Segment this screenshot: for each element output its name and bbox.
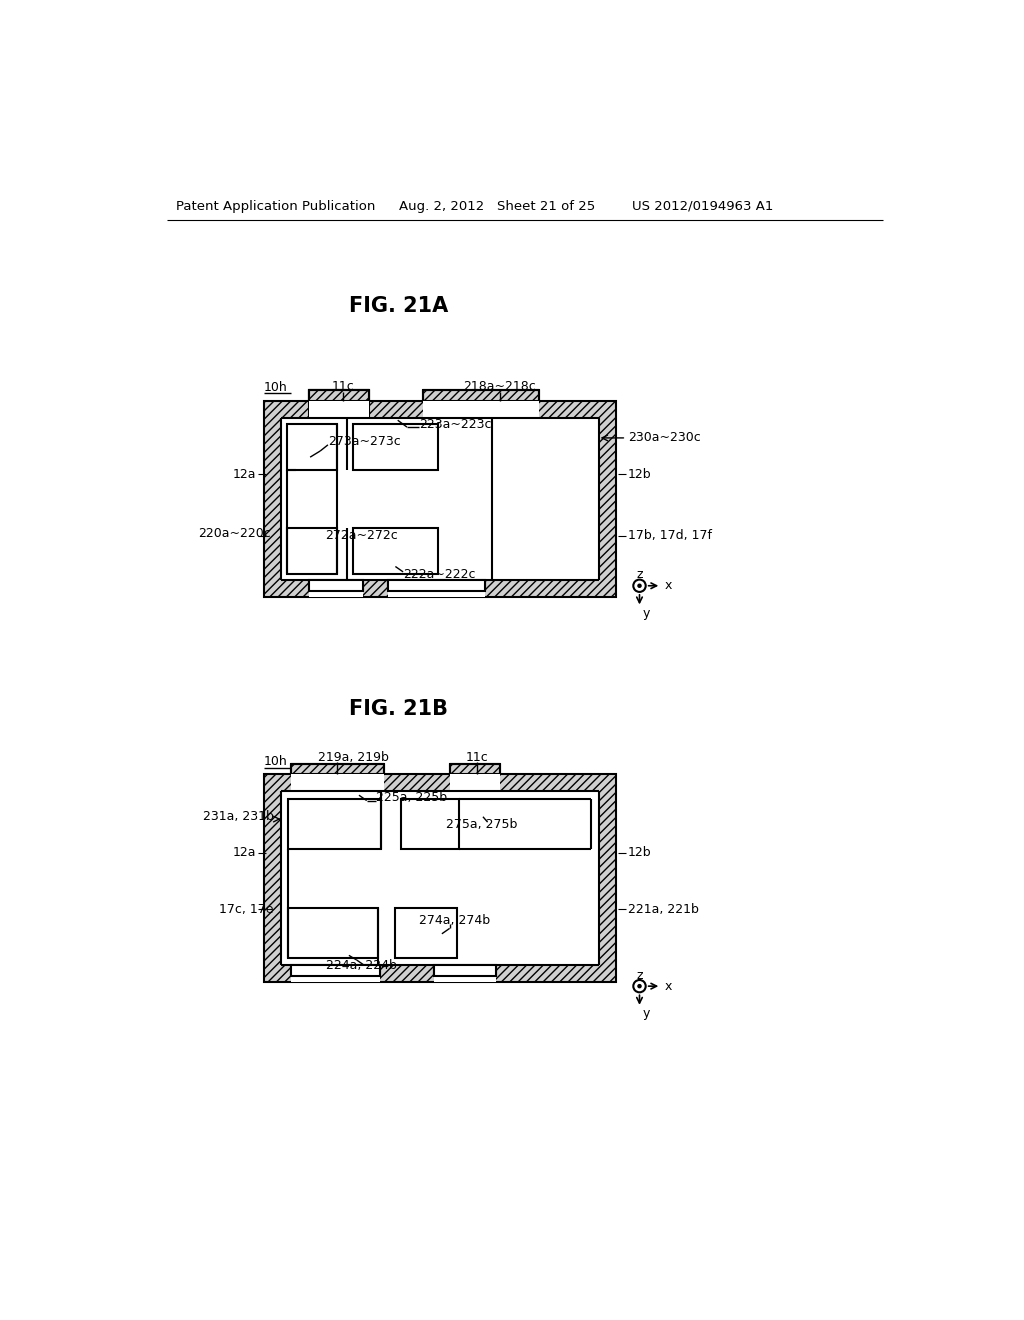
Text: FIG. 21A: FIG. 21A [349, 296, 449, 317]
Text: 219a, 219b: 219a, 219b [317, 751, 389, 764]
Bar [287, 528, 337, 574]
Text: 275a, 275b: 275a, 275b [445, 818, 517, 832]
Text: x: x [665, 979, 672, 993]
Text: Aug. 2, 2012   Sheet 21 of 25: Aug. 2, 2012 Sheet 21 of 25 [399, 199, 596, 213]
Text: 220a~220c: 220a~220c [198, 527, 270, 540]
Bar [291, 965, 380, 982]
Bar [287, 424, 337, 470]
Text: Patent Application Publication: Patent Application Publication [176, 199, 376, 213]
Bar [352, 528, 438, 574]
Bar [352, 424, 438, 470]
Text: y: y [643, 607, 650, 620]
Bar [263, 775, 616, 982]
Text: 10h: 10h [263, 755, 288, 768]
Text: 11c: 11c [465, 751, 488, 764]
Bar [291, 763, 384, 775]
Text: y: y [643, 1007, 650, 1020]
Text: x: x [665, 579, 672, 593]
Text: 222a~222c: 222a~222c [403, 568, 475, 581]
Text: 218a~218c: 218a~218c [464, 380, 537, 393]
Text: z: z [636, 969, 643, 982]
Bar [281, 418, 599, 581]
Bar [395, 908, 458, 958]
Bar [308, 391, 369, 418]
Circle shape [638, 985, 641, 987]
Bar [291, 775, 384, 791]
Bar [434, 965, 496, 977]
Text: 12a: 12a [232, 467, 256, 480]
Bar [388, 581, 484, 597]
Bar [281, 792, 599, 965]
Text: 221a, 221b: 221a, 221b [628, 903, 698, 916]
Bar [308, 581, 362, 597]
Text: 231a, 231b: 231a, 231b [203, 810, 274, 824]
Text: 274a, 274b: 274a, 274b [419, 915, 489, 927]
Text: 17c, 17e: 17c, 17e [219, 903, 274, 916]
Bar [400, 799, 459, 849]
Bar [423, 391, 539, 401]
Text: US 2012/0194963 A1: US 2012/0194963 A1 [632, 199, 773, 213]
Bar [308, 401, 369, 418]
Text: 12b: 12b [628, 467, 651, 480]
Circle shape [638, 585, 641, 587]
Text: FIG. 21B: FIG. 21B [349, 700, 447, 719]
Bar [388, 581, 484, 591]
Bar [289, 799, 381, 849]
Text: 223a~223c: 223a~223c [419, 417, 492, 430]
Text: 10h: 10h [263, 381, 288, 395]
Text: 225a, 225b: 225a, 225b [376, 791, 447, 804]
Text: 11c: 11c [332, 380, 355, 393]
Bar [308, 391, 369, 401]
Text: 12b: 12b [628, 846, 651, 859]
Text: 272a~272c: 272a~272c [326, 529, 398, 543]
Bar [434, 965, 496, 982]
Bar [289, 908, 378, 958]
Text: 224a, 224b: 224a, 224b [326, 958, 396, 972]
Text: 12a: 12a [232, 846, 256, 859]
Text: z: z [636, 569, 643, 582]
Bar [450, 775, 500, 791]
Text: 230a~230c: 230a~230c [628, 432, 700, 445]
Text: 273a~273c: 273a~273c [328, 436, 400, 449]
Bar [291, 965, 380, 977]
Bar [263, 401, 616, 597]
Bar [308, 391, 369, 418]
Text: 17b, 17d, 17f: 17b, 17d, 17f [628, 529, 712, 543]
Bar [308, 581, 362, 591]
Bar [423, 401, 539, 418]
Bar [450, 763, 500, 775]
